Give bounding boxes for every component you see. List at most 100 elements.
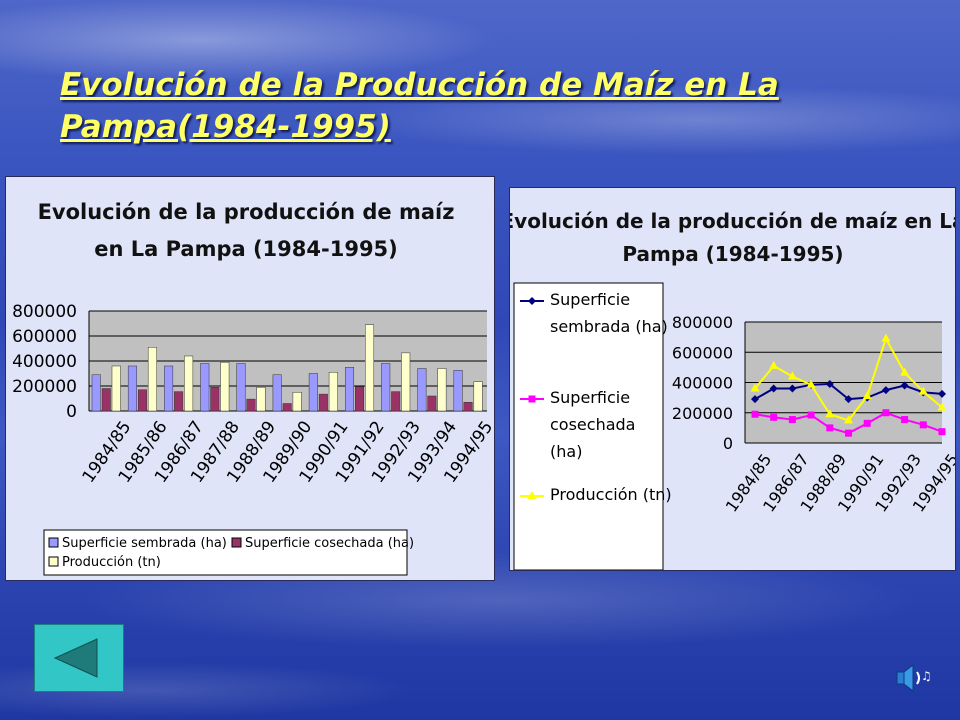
bar-1 [318, 393, 328, 412]
y-tick-label: 200000 [12, 377, 77, 397]
bar-0 [236, 363, 246, 412]
y-tick-label: 800000 [12, 302, 77, 322]
point-0 [881, 386, 890, 395]
point-2 [750, 383, 760, 392]
bar-1 [101, 388, 111, 412]
point-2 [844, 415, 853, 424]
line-chart-panel: Evolución de la producción de maíz en La… [509, 187, 956, 571]
point-0 [751, 395, 759, 404]
legend-label-0: sembrada (ha) [550, 317, 668, 336]
bar-chart-panel: Evolución de la producción de maíz en La … [5, 176, 495, 581]
legend: Superficie sembrada (ha) Superficie cosec… [43, 529, 414, 576]
legend-marker-2 [527, 491, 537, 499]
point-2 [825, 409, 835, 418]
point-0 [825, 380, 834, 389]
point-2 [900, 367, 910, 376]
legend-label-1: Superficie cosechada (ha) [245, 536, 414, 551]
point-1 [845, 429, 852, 437]
legend-box [43, 529, 408, 576]
point-1 [826, 424, 834, 432]
point-1 [863, 419, 871, 427]
chart-title-line-0: Evolución de la producción de maíz [38, 200, 455, 224]
bar-1 [391, 391, 401, 412]
legend-swatch-2 [48, 556, 59, 567]
chart-title-line-1: Pampa (1984-1995) [622, 242, 843, 266]
chart-title-line-1: en La Pampa (1984-1995) [94, 237, 398, 261]
slide-title: Evolución de la Producción de Maíz en La… [60, 67, 779, 145]
bar-2 [184, 355, 194, 412]
line-chart: Evolución de la producción de maíz en La… [510, 209, 955, 570]
bar-0 [127, 365, 137, 412]
point-0 [844, 395, 853, 404]
point-2 [787, 371, 797, 380]
point-1 [770, 413, 778, 421]
legend-label-0: Superficie sembrada (ha) [62, 536, 227, 551]
bar-0 [272, 374, 282, 412]
bar-1 [246, 398, 256, 412]
point-1 [919, 421, 927, 429]
back-arrow-icon [53, 638, 98, 678]
point-2 [862, 391, 872, 400]
bar-2 [328, 372, 338, 412]
bar-1 [463, 402, 473, 412]
bar-0 [91, 374, 101, 412]
y-tick-label: 600000 [12, 327, 77, 347]
bar-0 [417, 368, 427, 412]
y-tick-label: 400000 [12, 352, 77, 372]
point-1 [751, 410, 759, 418]
y-tick-label: 200000 [672, 404, 733, 423]
bar-2 [401, 352, 411, 412]
legend-label-1: cosechada [550, 415, 635, 434]
bar-0 [453, 370, 463, 412]
svg-text:♫: ♫ [921, 669, 932, 683]
bar-0 [381, 363, 391, 412]
y-tick-label: 400000 [672, 374, 733, 393]
legend-box [513, 282, 664, 570]
back-button[interactable] [34, 624, 124, 692]
bar-1 [174, 391, 184, 412]
legend-label-0: Superficie [550, 290, 630, 309]
y-tick-label: 800000 [672, 313, 733, 332]
legend: Superficie sembrada (ha) Superficie cosecha… [513, 282, 672, 570]
bar-1 [210, 387, 220, 412]
point-1 [807, 411, 815, 419]
point-1 [901, 416, 909, 424]
point-1 [938, 428, 946, 436]
y-tick-label: 0 [723, 434, 733, 453]
point-0 [900, 381, 909, 390]
point-1 [788, 416, 796, 424]
bar-2 [256, 387, 266, 412]
bar-2 [220, 362, 230, 412]
legend-label-1: Superficie [550, 388, 630, 407]
legend-swatch-1 [231, 537, 242, 548]
legend-label-2: Producción (tn) [62, 555, 161, 570]
point-0 [788, 384, 797, 393]
point-2 [937, 402, 947, 411]
bar-2 [147, 347, 157, 412]
bar-2 [292, 392, 302, 412]
bar-1 [137, 389, 147, 412]
legend-label-1: (ha) [550, 442, 582, 461]
bar-1 [427, 395, 437, 412]
point-2 [769, 360, 779, 369]
bar-1 [282, 403, 292, 412]
speaker-sound-icon[interactable]: ♫ [893, 662, 933, 694]
legend-marker-1 [528, 395, 536, 403]
chart-title-line-0: Evolución de la producción de maíz en La [510, 209, 955, 233]
point-2 [806, 379, 816, 388]
point-0 [769, 384, 778, 393]
point-1 [882, 409, 890, 417]
legend-swatch-0 [48, 537, 59, 548]
point-0 [938, 389, 946, 398]
y-tick-label: 600000 [672, 343, 733, 362]
bar-0 [200, 363, 210, 412]
bar-2 [111, 365, 121, 412]
legend-label-2: Producción (tn) [550, 485, 672, 504]
bar-0 [308, 373, 318, 412]
point-2 [881, 333, 891, 342]
point-2 [918, 386, 928, 395]
legend-marker-0 [528, 297, 536, 305]
bar-0 [164, 365, 174, 412]
bar-2 [437, 368, 447, 412]
bar-chart: Evolución de la producción de maíz en La … [12, 200, 494, 576]
